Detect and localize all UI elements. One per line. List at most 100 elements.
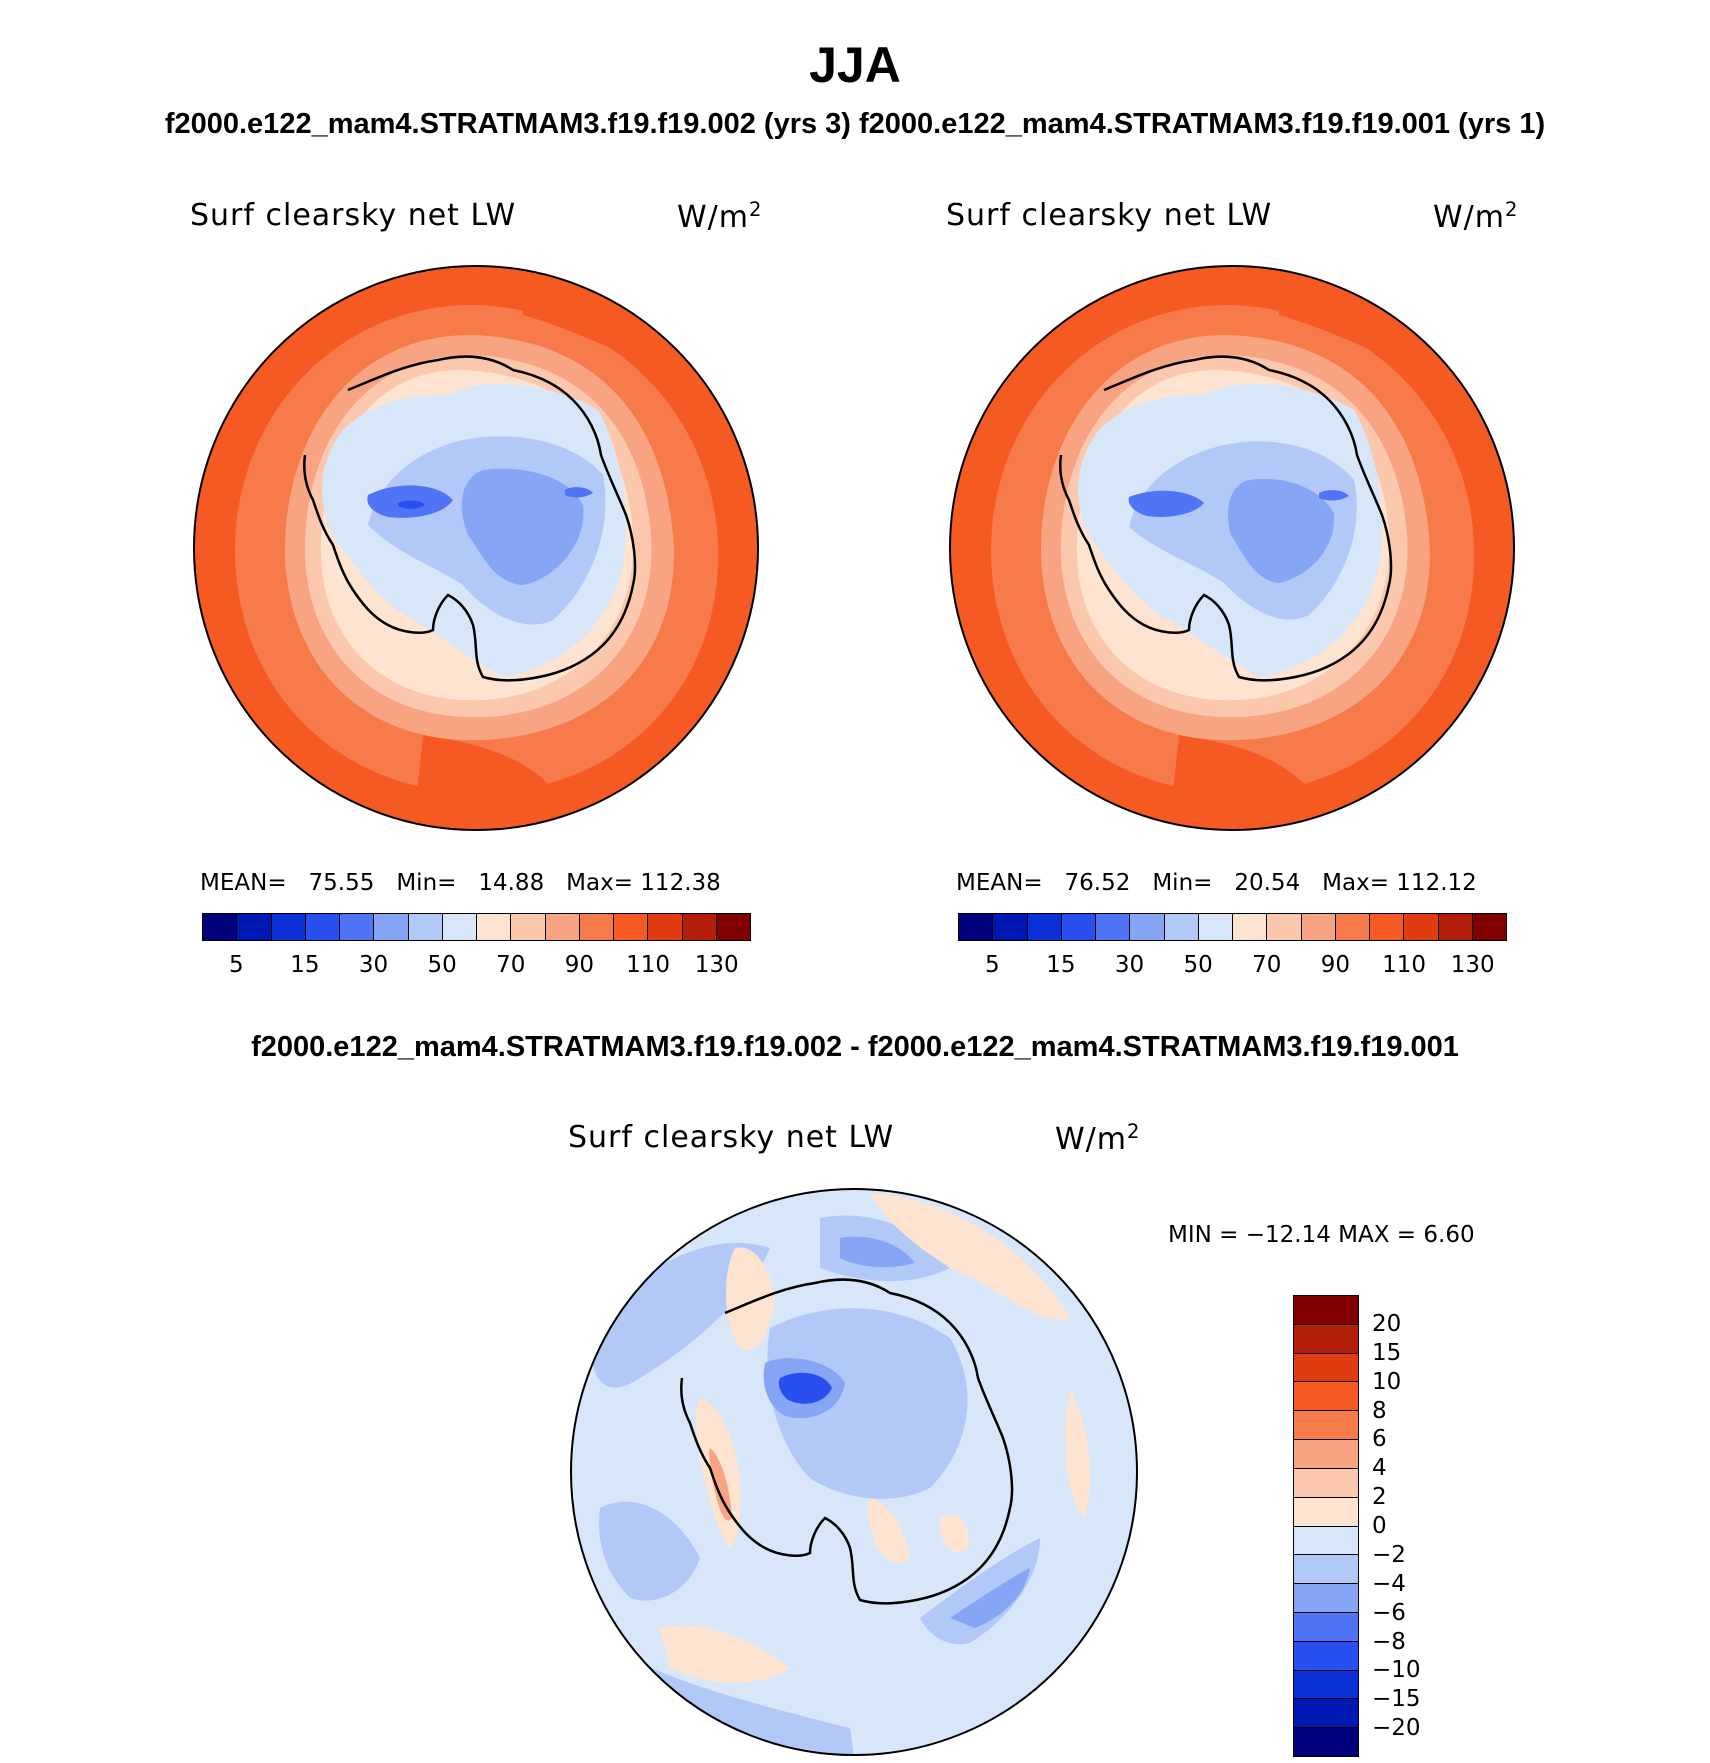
panel1-stats: MEAN= 75.55 Min= 14.88 Max= 112.38 — [200, 870, 721, 896]
diff-colorbar-swatch — [1294, 1411, 1358, 1441]
panel2-colorbar-swatch — [1370, 914, 1405, 940]
panel2-polar-map — [949, 265, 1515, 831]
diff-colorbar-tick-label: −15 — [1372, 1686, 1421, 1713]
panel2-colorbar-swatch — [1061, 914, 1096, 940]
panel1-colorbar-swatch — [545, 914, 580, 940]
panel1-colorbar-swatch — [511, 914, 546, 940]
diff-colorbar-tick-label: −6 — [1372, 1599, 1406, 1626]
diff-colorbar-tick-label: −20 — [1372, 1715, 1421, 1742]
diff-polar-map — [570, 1188, 1138, 1756]
panel1-colorbar-swatch — [579, 914, 614, 940]
panel1-colorbar-swatch — [682, 914, 717, 940]
diff-colorbar-swatch — [1294, 1440, 1358, 1469]
panel2-colorbar — [958, 913, 1507, 941]
diff-variable-label: Surf clearsky net LW — [568, 1120, 895, 1155]
panel2-colorbar-swatch — [1233, 914, 1268, 940]
panel2-colorbar-swatch — [1130, 914, 1165, 940]
panel1-colorbar-swatch — [271, 914, 306, 940]
panel1-variable-label: Surf clearsky net LW — [190, 198, 517, 233]
panel1-colorbar-ticks: 5 15 30 50 70 90 110 130 — [202, 952, 749, 982]
diff-colorbar-swatch — [1294, 1728, 1358, 1756]
panel1-colorbar-swatch — [203, 914, 238, 940]
panel1-colorbar-swatch — [716, 914, 750, 940]
panel2-colorbar-swatch — [993, 914, 1028, 940]
diff-colorbar-tick-label: −10 — [1372, 1657, 1421, 1684]
diff-colorbar-tick-label: 8 — [1372, 1397, 1387, 1424]
diff-colorbar-swatch — [1294, 1670, 1358, 1700]
diff-colorbar-tick-label: −8 — [1372, 1628, 1406, 1655]
panel2-colorbar-swatch — [1027, 914, 1062, 940]
panel2-colorbar-swatch — [1438, 914, 1473, 940]
diff-colorbar-swatch — [1294, 1497, 1358, 1527]
panel1-colorbar-tick-label: 15 — [290, 952, 320, 978]
panel1-colorbar-swatch — [305, 914, 340, 940]
panel2-colorbar-swatch — [1404, 914, 1439, 940]
panel1-colorbar-swatch — [408, 914, 443, 940]
diff-colorbar-swatch — [1294, 1641, 1358, 1671]
panel2-colorbar-tick-label: 50 — [1183, 952, 1213, 978]
panel2-colorbar-tick-label: 30 — [1114, 952, 1145, 978]
panel2-colorbar-tick-label: 5 — [984, 952, 1000, 978]
diff-colorbar-swatch — [1294, 1353, 1358, 1383]
diff-colorbar-tick-label: 6 — [1372, 1426, 1387, 1453]
diff-colorbar-swatch — [1294, 1526, 1358, 1556]
panel2-colorbar-swatch — [1301, 914, 1336, 940]
panel1-colorbar-tick-label: 90 — [564, 952, 595, 978]
diff-colorbar-swatch — [1294, 1584, 1358, 1613]
diff-colorbar-tick-label: 10 — [1372, 1368, 1402, 1395]
panel2-colorbar-tick-label: 130 — [1450, 952, 1495, 978]
panel2-colorbar-swatch — [1164, 914, 1199, 940]
diff-colorbar-tick-label: 2 — [1372, 1484, 1387, 1511]
panel2-colorbar-tick-label: 90 — [1320, 952, 1351, 978]
diff-colorbar-swatch — [1294, 1612, 1358, 1642]
panel1-colorbar-swatch — [614, 914, 649, 940]
panel1-colorbar-tick-label: 70 — [496, 952, 526, 978]
diff-colorbar-ticks: 20 15 10 8 6 4 2 0 −2 −4 −6 −8 −10 −15 −20 — [1372, 1295, 1452, 1755]
panel1-units-label: W/m2 — [677, 198, 763, 235]
diff-colorbar-tick-label: 4 — [1372, 1455, 1387, 1482]
panel1-colorbar-swatch — [374, 914, 409, 940]
diff-colorbar-swatch — [1294, 1699, 1358, 1729]
panel2-colorbar-tick-label: 110 — [1382, 952, 1427, 978]
diff-colorbar-swatch — [1294, 1382, 1358, 1412]
diff-colorbar-swatch — [1294, 1296, 1358, 1325]
panel1-colorbar-tick-label: 110 — [626, 952, 671, 978]
diff-units-label: W/m2 — [1055, 1120, 1141, 1157]
panel2-units-label: W/m2 — [1433, 198, 1519, 235]
panel1-colorbar-swatch — [340, 914, 375, 940]
panel1-colorbar-swatch — [442, 914, 477, 940]
panel2-colorbar-swatch — [1096, 914, 1131, 940]
panel2-variable-label: Surf clearsky net LW — [946, 198, 1273, 233]
figure-subtitle: f2000.e122_mam4.STRATMAM3.f19.f19.002 (y… — [164, 108, 1546, 140]
figure-title: JJA — [809, 37, 901, 93]
panel1-polar-map — [193, 265, 759, 831]
panel1-colorbar-tick-label: 130 — [694, 952, 739, 978]
diff-colorbar-swatch — [1294, 1324, 1358, 1354]
diff-colorbar-swatch — [1294, 1555, 1358, 1585]
panel2-colorbar-swatch — [959, 914, 994, 940]
diff-colorbar-tick-label: 20 — [1372, 1310, 1402, 1337]
panel1-colorbar-swatch — [477, 914, 512, 940]
diff-colorbar-tick-label: 15 — [1372, 1339, 1402, 1366]
diff-colorbar-tick-label: 0 — [1372, 1513, 1387, 1539]
panel1-colorbar-tick-label: 50 — [427, 952, 457, 978]
panel2-colorbar-tick-label: 15 — [1046, 952, 1076, 978]
panel1-colorbar-swatch — [648, 914, 683, 940]
diff-colorbar-tick-label: −4 — [1372, 1570, 1406, 1597]
diff-colorbar-tick-label: −2 — [1372, 1541, 1406, 1568]
panel2-colorbar-swatch — [1267, 914, 1302, 940]
panel2-stats: MEAN= 76.52 Min= 20.54 Max= 112.12 — [956, 870, 1477, 896]
panel1-colorbar-tick-label: 30 — [358, 952, 389, 978]
panel1-colorbar-swatch — [237, 914, 272, 940]
diff-minmax: MIN = −12.14 MAX = 6.60 — [1168, 1222, 1475, 1248]
panel1-colorbar-tick-label: 5 — [228, 952, 244, 978]
panel2-colorbar-swatch — [1198, 914, 1233, 940]
diff-colorbar — [1293, 1295, 1359, 1757]
panel2-colorbar-swatch — [1472, 914, 1506, 940]
panel1-colorbar — [202, 913, 751, 941]
panel2-colorbar-tick-label: 70 — [1252, 952, 1282, 978]
difference-title: f2000.e122_mam4.STRATMAM3.f19.f19.002 - … — [251, 1031, 1459, 1063]
panel2-colorbar-swatch — [1335, 914, 1370, 940]
diff-colorbar-swatch — [1294, 1468, 1358, 1498]
panel2-colorbar-ticks: 5 15 30 50 70 90 110 130 — [958, 952, 1505, 982]
